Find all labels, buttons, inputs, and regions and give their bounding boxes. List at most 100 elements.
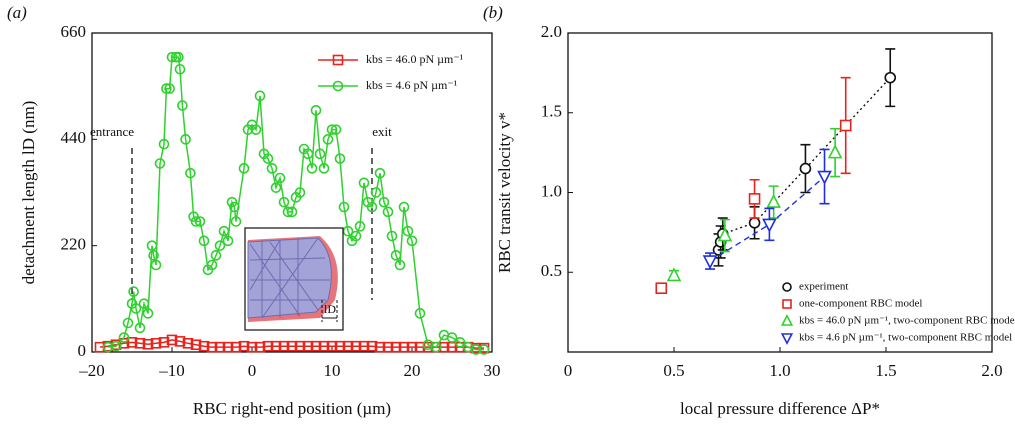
marker (478, 344, 490, 355)
marker (262, 340, 274, 352)
x-tick-label: 0 (248, 361, 257, 380)
marker (748, 217, 761, 229)
marker (394, 259, 406, 271)
y-tick-label: 0.5 (541, 261, 562, 280)
marker (827, 144, 843, 159)
marker (702, 255, 718, 270)
plot-frame (567, 32, 993, 353)
marker (262, 153, 274, 164)
marker (102, 341, 114, 353)
marker (370, 187, 382, 198)
marker (154, 158, 166, 169)
marker (748, 193, 761, 205)
marker (386, 230, 398, 242)
y-axis-label: RBC transit velocity v* (495, 112, 514, 273)
marker (150, 259, 162, 271)
marker (390, 250, 402, 261)
x-tick-label: 20 (404, 361, 421, 380)
marker (382, 206, 394, 218)
marker (414, 308, 426, 319)
marker (134, 322, 146, 334)
marker (270, 182, 282, 193)
marker (470, 344, 482, 355)
marker (173, 51, 184, 63)
marker (229, 201, 240, 213)
x-tick-label: 1.5 (875, 361, 896, 380)
marker (358, 177, 370, 189)
marker (318, 163, 330, 174)
marker (254, 90, 266, 102)
marker (314, 148, 326, 160)
marker (366, 340, 378, 352)
marker (302, 148, 314, 160)
marker (374, 167, 386, 179)
marker (310, 340, 322, 352)
marker (342, 340, 354, 352)
x-tick-label: 30 (484, 361, 501, 380)
inset-label: lD (324, 302, 336, 316)
x-axis-label: local pressure difference ΔP* (680, 399, 880, 418)
marker (266, 163, 278, 174)
marker (254, 341, 266, 353)
marker (294, 187, 306, 198)
marker (306, 163, 318, 174)
marker (138, 298, 150, 309)
marker (382, 341, 394, 353)
x-tick-label: –20 (78, 361, 105, 380)
marker (174, 63, 186, 75)
y-tick-label: 660 (61, 22, 87, 41)
x-tick-label: 0 (564, 361, 573, 380)
x-tick-label: 10 (324, 361, 341, 380)
marker (338, 201, 350, 213)
marker (118, 332, 130, 343)
legend-label: experiment (799, 281, 848, 293)
marker (198, 235, 210, 247)
series-line (107, 56, 484, 351)
y-tick-label: 1.5 (541, 102, 562, 121)
marker (350, 340, 362, 352)
marker (270, 340, 282, 352)
x-tick-label: 0.5 (663, 361, 684, 380)
marker (166, 334, 178, 346)
marker (294, 340, 306, 352)
marker (161, 83, 172, 94)
annotation: exit (372, 124, 392, 139)
marker (332, 80, 344, 92)
marker (122, 317, 134, 329)
marker (332, 54, 344, 66)
marker (334, 340, 346, 352)
marker (334, 153, 346, 164)
marker (406, 235, 418, 247)
legend-label: kbs = 4.6 pN µm⁻¹, two-component RBC mod… (799, 332, 1012, 344)
marker (366, 201, 378, 213)
marker (206, 341, 218, 353)
y-tick-label: 220 (61, 235, 87, 254)
inset: lD (244, 227, 344, 331)
marker (780, 314, 794, 326)
marker (430, 341, 442, 353)
marker (230, 341, 242, 353)
marker (286, 340, 298, 352)
legend-label: kbs = 4.6 pN µm⁻¹ (366, 78, 458, 92)
marker (158, 138, 170, 150)
annotation: entrance (90, 124, 134, 139)
legend-label: kbs = 46.0 pN µm⁻¹ (366, 52, 464, 66)
marker (190, 339, 202, 351)
marker (799, 162, 812, 175)
x-tick-label: 2.0 (981, 361, 1002, 380)
marker (214, 240, 226, 251)
marker (222, 235, 234, 247)
marker (286, 206, 298, 218)
marker (158, 337, 170, 348)
marker (839, 119, 852, 132)
marker (194, 216, 206, 227)
marker (358, 340, 370, 352)
marker (884, 71, 897, 84)
marker (817, 170, 832, 185)
marker (666, 267, 682, 282)
marker (218, 225, 230, 237)
legend-label: kbs = 46.0 pN µm⁻¹, two-component RBC mo… (799, 315, 1015, 327)
x-axis-label: RBC right-end position (µm) (193, 399, 391, 418)
marker (222, 341, 234, 353)
